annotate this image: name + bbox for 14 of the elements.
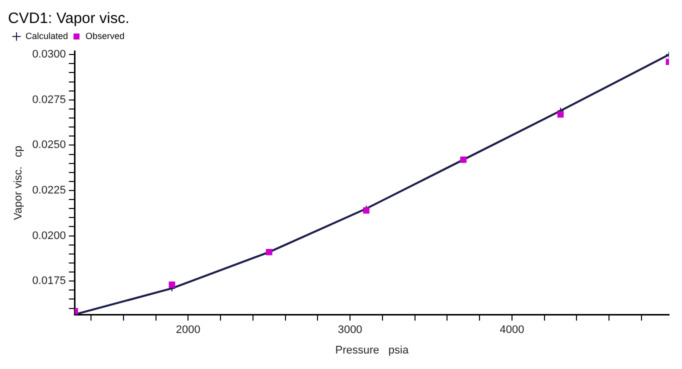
y-axis-title: Vapor visc. cp	[12, 146, 25, 220]
y-tick-label: 0.0225	[32, 184, 66, 197]
y-tick-label: 0.0200	[32, 230, 66, 242]
x-axis-title: Pressure psia	[335, 344, 410, 356]
y-tick-label: 0.0175	[32, 275, 66, 288]
y-tick-label: 0.0250	[32, 139, 66, 152]
chart-title: CVD1: Vapor visc.	[8, 10, 130, 28]
x-tick-label: 4000	[500, 324, 524, 336]
legend-label: Observed	[86, 30, 125, 41]
legend-label: Calculated	[26, 30, 68, 41]
y-tick-label: 0.0275	[32, 94, 66, 106]
y-tick-label: 0.0300	[32, 48, 66, 61]
x-tick-label: 3000	[338, 324, 362, 336]
x-tick-label: 2000	[176, 324, 200, 336]
